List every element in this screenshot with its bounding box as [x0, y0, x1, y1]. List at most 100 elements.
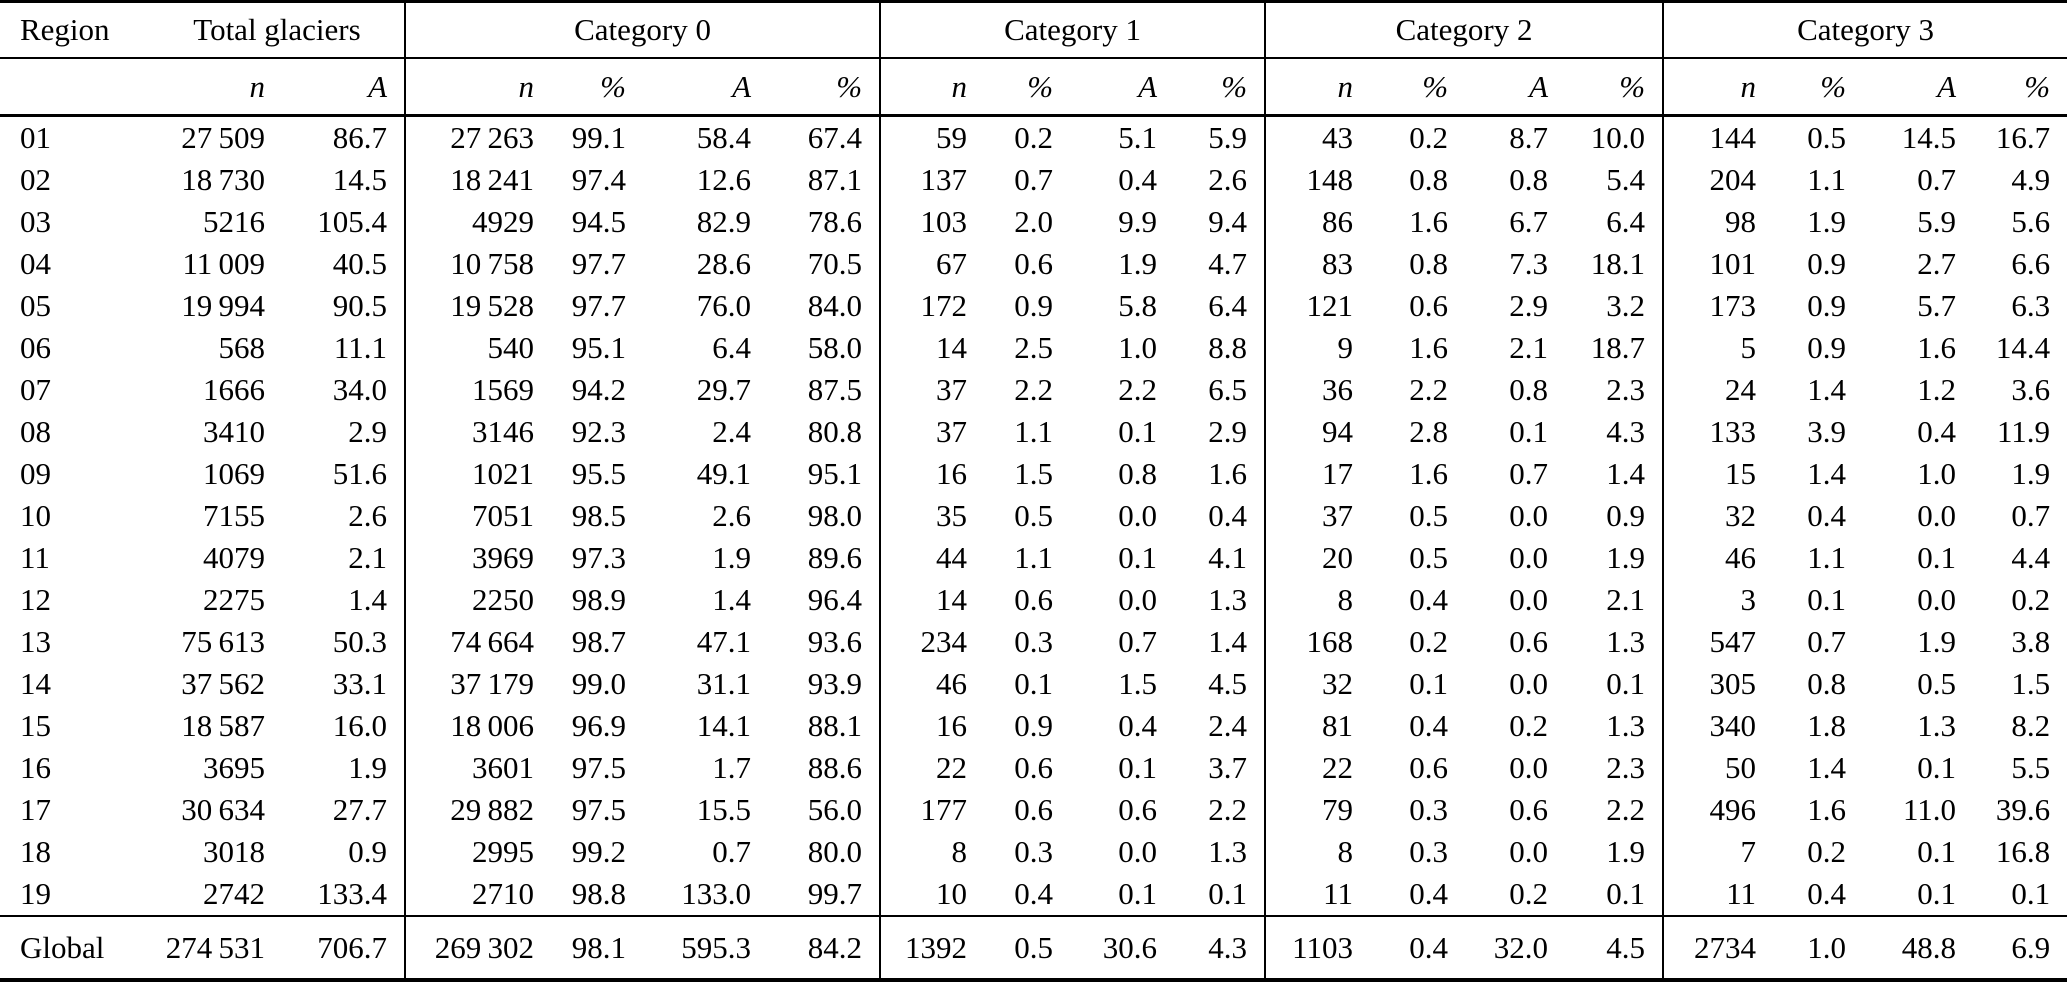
cat3-area-cell: 0.4: [1917, 414, 1957, 449]
cat0-n-cell: 10 758: [404, 243, 551, 285]
total-area-cell: 2.1: [348, 540, 387, 575]
cat2-area-cell: 0.0: [1509, 750, 1549, 785]
cat1-areapct-cell: 1.4: [1208, 624, 1248, 659]
cat2-areapct-cell: 2.1: [1606, 582, 1646, 617]
cat0-npct-cell: 92.3: [571, 414, 626, 449]
cat3-areapct-cell: 0.1: [2011, 876, 2051, 911]
cat0-area-cell: 28.6: [696, 246, 751, 281]
total-area-cell: 40.5: [332, 246, 387, 281]
cat3-npct-cell: 0.9: [1807, 330, 1847, 365]
table-body: 01 27 509 86.7 27 263 99.1 58.4 67.4 59 0.2 5.1 5.…: [0, 115, 2067, 980]
cat2-npct-cell: 0.2: [1409, 120, 1449, 155]
subheader-cat0-n: n: [404, 58, 551, 117]
cat3-areapct-cell: 4.9: [2011, 162, 2051, 197]
region-cell: 16: [20, 750, 51, 785]
group-header-row: Region Total glaciers Category 0 Categor…: [0, 1, 2067, 59]
column-group-category-1: Category 1: [879, 1, 1266, 59]
region-cell: 15: [20, 708, 51, 743]
cat1-area-cell: 0.4: [1118, 162, 1158, 197]
cat3-npct-cell: 0.4: [1807, 876, 1847, 911]
total-area-cell: 2.9: [348, 414, 387, 449]
cat2-area-cell: 0.0: [1509, 666, 1549, 701]
cat0-area-cell: 58.4: [696, 120, 751, 155]
cat3-n-cell: 101: [1662, 243, 1774, 285]
subheader-cat2-areapct: %: [1565, 58, 1664, 117]
cat3-areapct-cell: 6.3: [2011, 288, 2051, 323]
cat0-n-cell: 3146: [404, 411, 551, 453]
subheader-cat2-npct: %: [1370, 58, 1466, 117]
cat2-npct-cell: 0.3: [1409, 834, 1449, 869]
cat1-area-cell: 1.5: [1118, 666, 1158, 701]
table-row: 16 3695 1.9 3601 97.5 1.7 88.6 22 0.6 0.1 3.7 22 0.6…: [0, 747, 2067, 789]
cat0-area-cell: 82.9: [696, 204, 751, 239]
cat3-npct-cell: 0.9: [1807, 246, 1847, 281]
cat0-areapct-cell: 78.6: [807, 204, 863, 239]
cat0-n-cell: 540: [404, 327, 551, 369]
subheader-cat0-npct: %: [551, 58, 643, 117]
cat3-npct-cell: 1.6: [1807, 792, 1847, 827]
cat0-areapct-cell: 99.7: [807, 876, 863, 911]
table-row: 04 11 009 40.5 10 758 97.7 28.6 70.5 67 0.6 1.9 4.…: [0, 243, 2067, 285]
cat3-area-cell: 1.9: [1917, 624, 1957, 659]
cat2-n-cell: 20: [1264, 537, 1371, 579]
cat0-area-cell: 76.0: [696, 288, 751, 323]
cat3-area-cell: 48.8: [1863, 915, 1974, 980]
cat3-areapct-cell: 3.6: [2011, 372, 2051, 407]
table-row: 03 5216 105.4 4929 94.5 82.9 78.6 103 2.0 9.9 9.4 8…: [0, 201, 2067, 243]
cat2-areapct-cell: 10.0: [1590, 120, 1646, 155]
subheader-total-n: n: [150, 58, 282, 117]
cat3-npct-cell: 0.4: [1807, 498, 1847, 533]
cat1-area-cell: 0.0: [1118, 498, 1158, 533]
cat1-n-cell: 234: [879, 621, 985, 663]
total-n-cell: 18 730: [181, 162, 265, 197]
cat1-npct-cell: 0.1: [1014, 666, 1054, 701]
cat3-n-cell: 15: [1662, 453, 1774, 495]
cat3-areapct-cell: 5.5: [2011, 750, 2051, 785]
cat1-area-cell: 2.2: [1118, 372, 1158, 407]
cat1-npct-cell: 1.1: [1014, 540, 1054, 575]
cat1-npct-cell: 0.5: [984, 915, 1071, 980]
subheader-cat3-n: n: [1662, 58, 1774, 117]
cat2-n-cell: 121: [1264, 285, 1371, 327]
cat0-areapct-cell: 56.0: [807, 792, 863, 827]
cat2-n-cell: 17: [1264, 453, 1371, 495]
column-group-category-0: Category 0: [403, 1, 881, 59]
cat0-areapct-cell: 70.5: [807, 246, 863, 281]
cat2-areapct-cell: 2.3: [1606, 372, 1646, 407]
cat1-areapct-cell: 2.6: [1208, 162, 1248, 197]
cat2-areapct-cell: 4.3: [1606, 414, 1646, 449]
region-cell: 02: [20, 162, 51, 197]
cat1-npct-cell: 2.0: [1014, 204, 1054, 239]
cat1-npct-cell: 0.6: [1014, 246, 1054, 281]
cat2-npct-cell: 0.8: [1409, 162, 1449, 197]
region-cell: 07: [20, 372, 51, 407]
cat2-area-cell: 32.0: [1465, 915, 1566, 980]
cat1-n-cell: 44: [879, 537, 985, 579]
cat1-area-cell: 0.0: [1118, 834, 1158, 869]
cat3-areapct-cell: 1.9: [2011, 456, 2051, 491]
total-n-cell: 75 613: [181, 624, 265, 659]
cat1-area-cell: 5.8: [1118, 288, 1158, 323]
cat2-area-cell: 6.7: [1509, 204, 1549, 239]
cat0-npct-cell: 94.2: [571, 372, 626, 407]
cat1-npct-cell: 1.5: [1014, 456, 1054, 491]
cat0-npct-cell: 98.5: [571, 498, 626, 533]
cat1-areapct-cell: 4.3: [1174, 915, 1266, 980]
total-n-cell: 7155: [203, 498, 265, 533]
cat2-npct-cell: 0.3: [1409, 792, 1449, 827]
cat0-n-cell: 4929: [404, 201, 551, 243]
cat2-area-cell: 0.6: [1509, 624, 1549, 659]
cat1-npct-cell: 0.4: [1014, 876, 1054, 911]
region-cell: 06: [20, 330, 51, 365]
total-area-cell: 105.4: [317, 204, 387, 239]
cat2-area-cell: 0.1: [1509, 414, 1549, 449]
cat2-npct-cell: 0.8: [1409, 246, 1449, 281]
cat3-n-cell: 496: [1662, 789, 1774, 831]
table-row: 13 75 613 50.3 74 664 98.7 47.1 93.6 234 0.3 0.7 1…: [0, 621, 2067, 663]
cat0-npct-cell: 98.7: [571, 624, 626, 659]
cat3-areapct-cell: 0.2: [2011, 582, 2051, 617]
table-row: 10 7155 2.6 7051 98.5 2.6 98.0 35 0.5 0.0 0.4 37 0.5…: [0, 495, 2067, 537]
cat3-n-cell: 5: [1662, 327, 1774, 369]
cat2-areapct-cell: 0.1: [1606, 876, 1646, 911]
cat3-area-cell: 0.0: [1917, 582, 1957, 617]
